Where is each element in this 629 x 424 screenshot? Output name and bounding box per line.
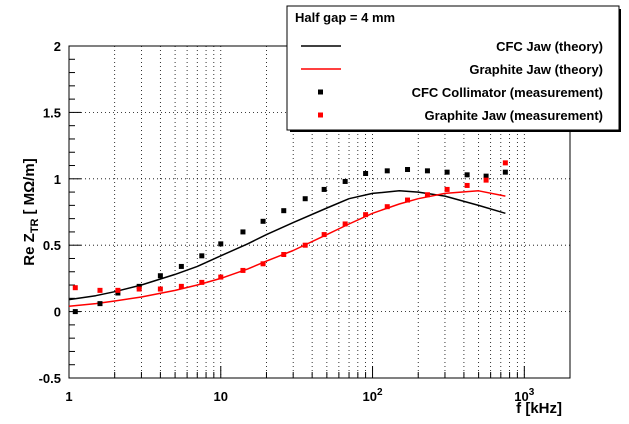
legend-label-1: Graphite Jaw (theory): [469, 62, 603, 77]
data-point-3: [281, 251, 287, 257]
data-point-2: [363, 170, 369, 176]
x-axis-title: f [kHz]: [516, 400, 562, 417]
data-point-3: [321, 232, 327, 238]
legend-swatch-2: [318, 89, 323, 95]
data-point-3: [260, 261, 266, 267]
data-point-2: [342, 178, 348, 184]
series-line-1: [68, 190, 506, 308]
legend-label-0: CFC Jaw (theory): [496, 39, 603, 54]
data-point-3: [342, 221, 348, 227]
y-tick-label: 0.5: [43, 238, 61, 253]
legend-swatch-3: [318, 112, 323, 118]
data-point-3: [157, 286, 163, 292]
data-point-3: [240, 267, 246, 273]
data-point-3: [136, 286, 142, 292]
data-point-2: [72, 309, 78, 315]
legend-shadow-bottom: [290, 130, 621, 132]
data-point-2: [218, 241, 224, 247]
y-axis-title-main: Re Z: [21, 233, 38, 266]
data-point-2: [178, 263, 184, 269]
y-tick-label: 1: [54, 172, 61, 187]
y-axis-title: Re ZTR [ MΩ/m]: [21, 158, 41, 265]
data-point-2: [502, 169, 508, 175]
data-point-2: [321, 186, 327, 192]
data-point-3: [115, 287, 121, 293]
data-point-3: [302, 242, 308, 248]
data-point-2: [405, 167, 411, 173]
data-point-2: [97, 301, 103, 307]
data-point-2: [136, 283, 142, 289]
data-point-2: [199, 253, 205, 259]
data-point-3: [502, 160, 508, 166]
x-tick-label: 10: [214, 389, 228, 404]
data-point-3: [384, 204, 390, 210]
axis-ticks: [68, 45, 571, 379]
data-point-2: [444, 169, 450, 175]
legend-box: [286, 5, 620, 131]
data-point-2: [281, 208, 287, 214]
data-point-2: [240, 229, 246, 235]
tick-labels: -0.5 0 0.5 1 1.5 2 1 10 102 103: [39, 39, 535, 404]
data-point-3: [199, 279, 205, 285]
y-axis-title-sub: TR: [29, 218, 41, 233]
data-point-3: [97, 287, 103, 293]
data-point-3: [444, 186, 450, 192]
x-tick-label: 102: [363, 387, 383, 404]
data-point-3: [218, 274, 224, 280]
legend-shadow: [619, 9, 621, 132]
y-axis-title-unit: [ MΩ/m]: [21, 158, 38, 214]
x-tick-label: 103: [514, 387, 534, 404]
x-tick-label: 1: [65, 389, 72, 404]
data-point-3: [405, 197, 411, 203]
y-tick-label: -0.5: [39, 371, 61, 386]
data-point-2: [384, 168, 390, 174]
data-point-2: [464, 172, 470, 178]
grid: [69, 46, 571, 378]
legend-title: Half gap = 4 mm: [295, 10, 395, 25]
data-point-3: [363, 212, 369, 218]
data-point-3: [178, 283, 184, 289]
series-line-0: [68, 190, 506, 301]
data-point-2: [424, 168, 430, 174]
series-layer: [68, 160, 508, 315]
svg-text:Re ZTR[ MΩ/m]: Re ZTR [ MΩ/m]: [21, 158, 41, 265]
data-point-3: [424, 192, 430, 198]
legend-label-3: Graphite Jaw (measurement): [425, 108, 603, 123]
data-point-2: [260, 218, 266, 224]
y-tick-label: 1.5: [43, 105, 61, 120]
data-point-2: [157, 273, 163, 279]
data-point-2: [483, 173, 489, 179]
legend-entries: CFC Jaw (theory) Graphite Jaw (theory) CFC…: [301, 39, 603, 123]
legend: Half gap = 4 mm CFC Jaw (theory) Graphite…: [286, 5, 621, 132]
y-tick-label: 2: [54, 39, 61, 54]
y-tick-label: 0: [54, 305, 61, 320]
data-point-3: [483, 177, 489, 183]
legend-label-2: CFC Collimator (measurement): [412, 85, 603, 100]
data-point-2: [302, 196, 308, 202]
data-point-3: [72, 285, 78, 291]
data-point-2: [115, 290, 121, 296]
data-point-3: [464, 182, 470, 188]
